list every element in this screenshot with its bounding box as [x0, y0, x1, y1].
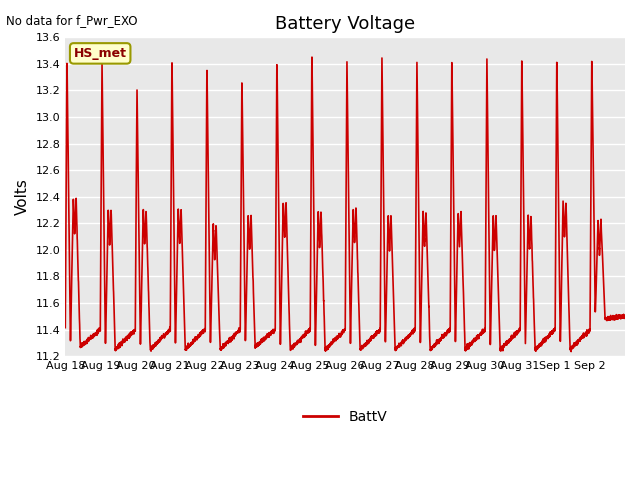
Title: Battery Voltage: Battery Voltage [275, 15, 415, 33]
Text: HS_met: HS_met [74, 47, 127, 60]
Y-axis label: Volts: Volts [15, 178, 30, 215]
Legend: BattV: BattV [298, 405, 393, 430]
Text: No data for f_Pwr_EXO: No data for f_Pwr_EXO [6, 14, 138, 27]
